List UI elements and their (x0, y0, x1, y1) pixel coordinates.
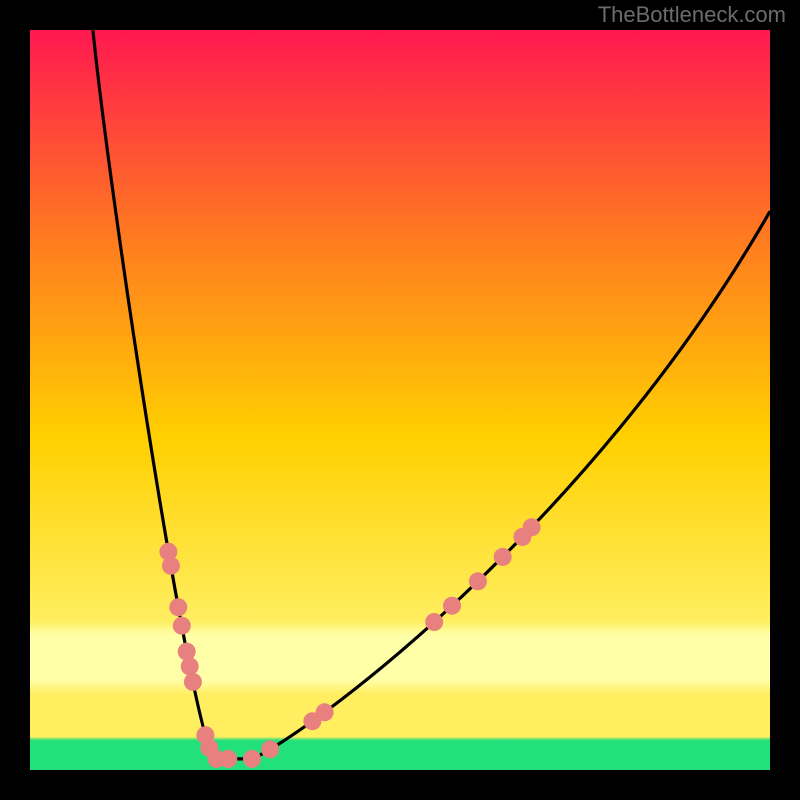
marker-point (425, 613, 443, 631)
bottleneck-chart (0, 0, 800, 800)
marker-point (181, 657, 199, 675)
marker-point (443, 597, 461, 615)
marker-point (261, 740, 279, 758)
marker-point (243, 750, 261, 768)
marker-point (219, 750, 237, 768)
marker-point (494, 548, 512, 566)
marker-point (523, 518, 541, 536)
marker-point (316, 703, 334, 721)
chart-background (30, 30, 770, 770)
marker-point (169, 598, 187, 616)
marker-point (178, 643, 196, 661)
marker-point (184, 673, 202, 691)
marker-point (162, 557, 180, 575)
chart-container: { "watermark": { "text": "TheBottleneck.… (0, 0, 800, 800)
marker-point (469, 572, 487, 590)
marker-point (173, 617, 191, 635)
